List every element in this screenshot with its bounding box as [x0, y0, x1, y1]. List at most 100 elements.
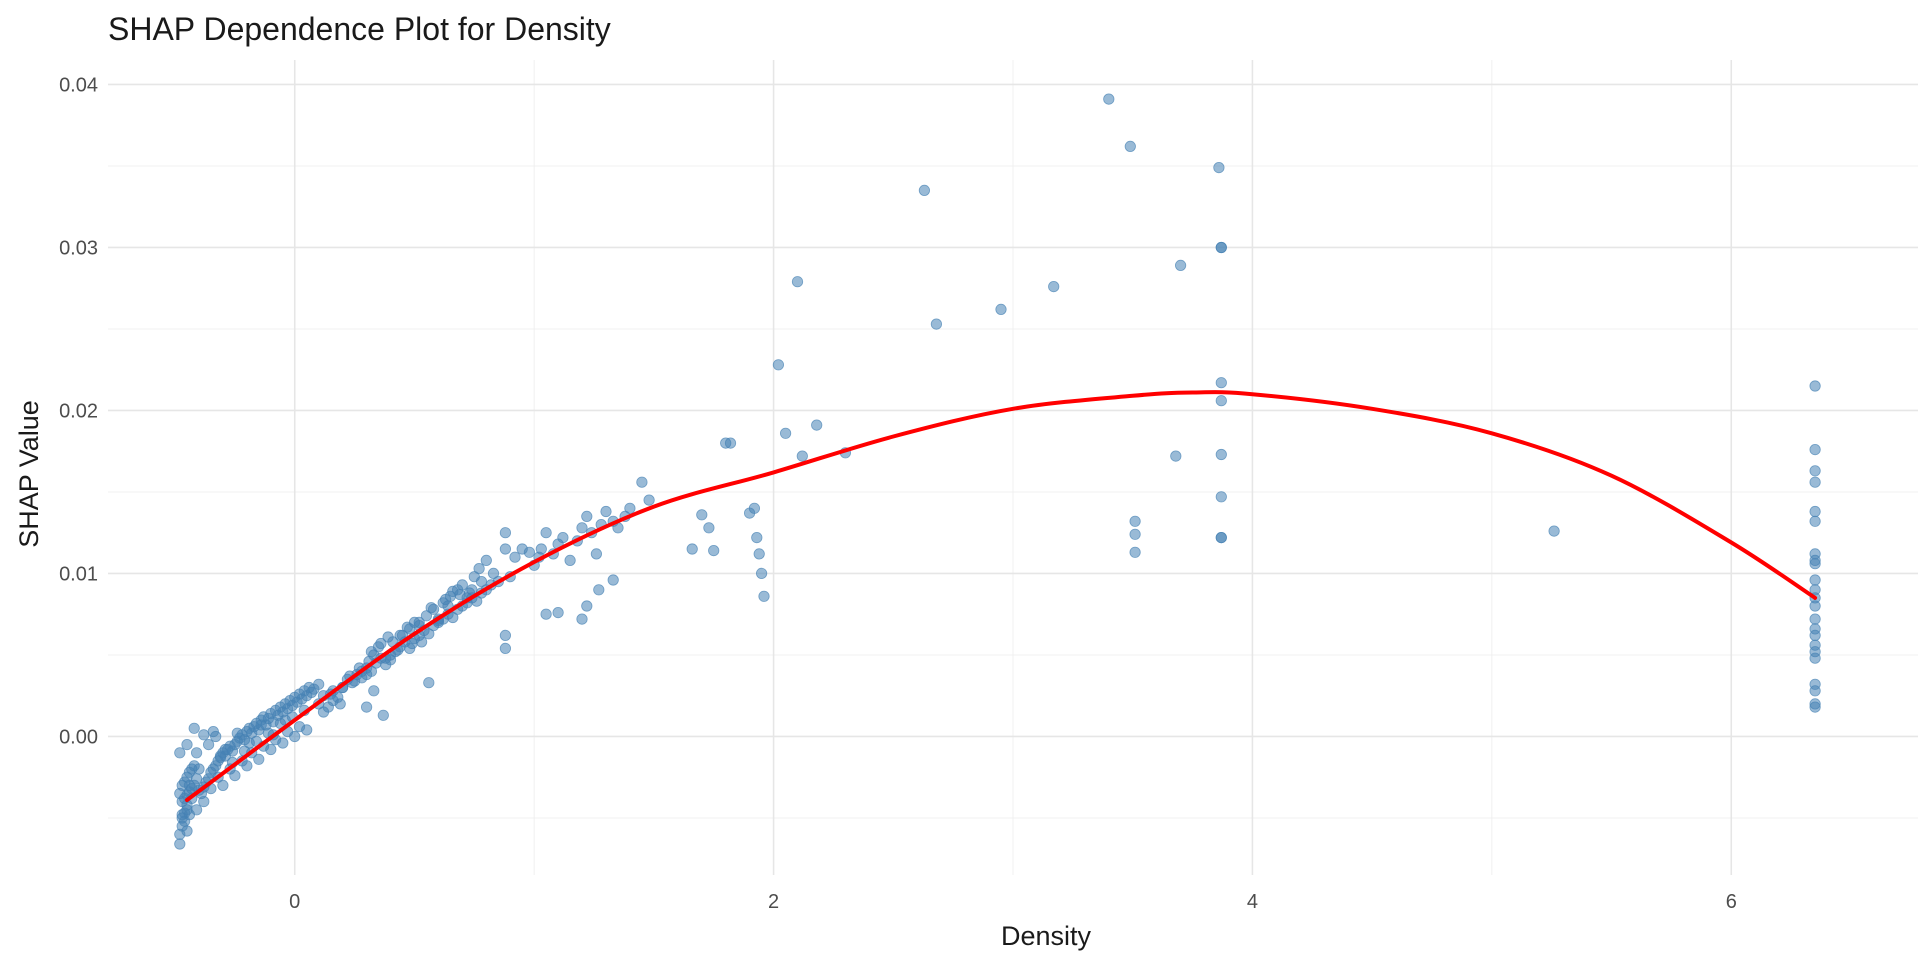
data-point [217, 779, 229, 792]
x-tick-label: 0 [289, 891, 300, 913]
data-point [1809, 465, 1821, 477]
data-point [1048, 280, 1060, 293]
data-point [317, 706, 330, 718]
data-point [643, 494, 655, 506]
y-axis-title: SHAP Value [14, 400, 44, 548]
data-point [382, 631, 394, 643]
data-point [188, 722, 200, 734]
y-tick-label: 0.02 [59, 400, 98, 422]
data-point [447, 611, 459, 624]
data-point [576, 522, 588, 534]
data-point [724, 437, 737, 449]
data-point [581, 510, 593, 523]
data-point [425, 602, 437, 614]
data-point [174, 747, 186, 759]
data-point [1215, 395, 1227, 407]
x-tick-label: 2 [768, 891, 779, 913]
data-point [1215, 241, 1227, 254]
data-point [918, 184, 931, 196]
data-point [499, 527, 511, 539]
data-point [229, 769, 241, 782]
data-point [1809, 443, 1821, 456]
data-point [1809, 652, 1821, 664]
data-point [313, 678, 325, 690]
data-point [475, 575, 488, 588]
data-point [1809, 558, 1821, 570]
data-point [590, 548, 603, 560]
data-point [1548, 525, 1560, 537]
data-point [748, 502, 761, 514]
x-tick-label: 4 [1247, 891, 1258, 913]
data-point [751, 531, 763, 544]
data-point [1175, 259, 1187, 271]
data-point [600, 505, 612, 518]
data-point [207, 725, 219, 738]
data-point [214, 750, 227, 762]
trend-line [185, 390, 1818, 802]
data-point [191, 747, 203, 759]
data-point [1170, 450, 1182, 462]
data-point [454, 588, 466, 601]
data-point [540, 608, 552, 620]
data-point [241, 760, 253, 772]
y-axis-ticks: 0.00 0.01 0.02 0.03 0.04 [59, 74, 98, 748]
data-point [334, 698, 346, 710]
data-point [181, 825, 193, 837]
data-point [198, 795, 210, 808]
data-point [375, 637, 387, 650]
data-point [708, 544, 720, 557]
data-point [811, 419, 823, 431]
data-point [301, 724, 313, 736]
data-point [552, 606, 564, 619]
data-point [696, 509, 708, 521]
data-point [930, 318, 943, 330]
data-point [753, 548, 765, 560]
data-point [384, 654, 397, 666]
data-point [1213, 162, 1225, 174]
x-axis-ticks: 0 2 4 6 [289, 891, 1737, 913]
data-point [535, 543, 547, 555]
data-point [703, 522, 715, 534]
data-point [406, 637, 418, 650]
data-point [191, 804, 203, 816]
data-point [1215, 448, 1227, 461]
y-tick-label: 0.03 [59, 237, 98, 259]
data-point [509, 551, 521, 563]
data-point [456, 579, 468, 591]
data-point [487, 567, 500, 580]
data-point [480, 554, 492, 567]
data-point [581, 600, 593, 612]
data-point [499, 629, 511, 642]
data-point [779, 427, 792, 439]
data-point [193, 763, 205, 775]
data-point [473, 562, 485, 575]
data-point [1103, 93, 1115, 105]
data-point [557, 531, 569, 544]
data-point [1809, 574, 1821, 586]
data-point [772, 359, 785, 371]
data-point [499, 543, 511, 555]
data-point [423, 677, 435, 689]
trend-line-group [185, 390, 1818, 802]
data-point [176, 809, 188, 821]
data-point [995, 303, 1007, 315]
x-axis-title: Density [1001, 921, 1092, 951]
data-point [198, 729, 210, 741]
data-point [1215, 531, 1227, 544]
data-point [181, 738, 193, 751]
data-point [796, 450, 808, 462]
data-point [423, 628, 435, 640]
data-point [1215, 377, 1227, 389]
data-point [1809, 685, 1821, 697]
data-point [183, 779, 195, 792]
data-point [686, 543, 698, 555]
data-point [576, 613, 588, 625]
data-point [420, 610, 432, 622]
data-point [1215, 491, 1227, 503]
data-point [255, 719, 267, 731]
data-point [231, 727, 243, 739]
data-point [365, 646, 377, 658]
data-point [1124, 140, 1136, 152]
